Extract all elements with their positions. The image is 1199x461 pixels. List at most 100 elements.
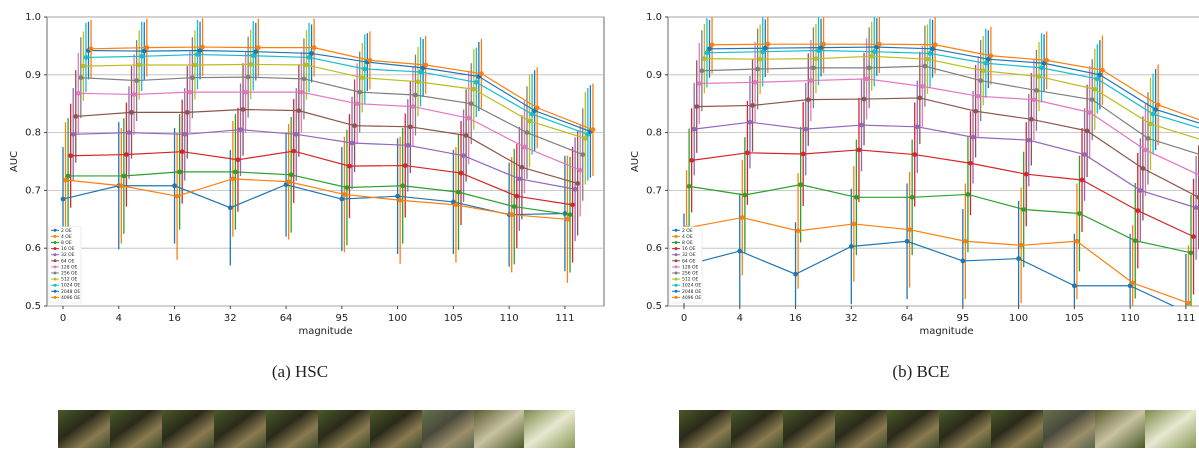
x-tick-label: 0 — [60, 313, 66, 324]
marker — [367, 57, 373, 63]
legend-label: 16 OE — [682, 246, 696, 252]
legend-marker — [53, 283, 57, 287]
marker — [912, 152, 918, 157]
legend-label: 8 OE — [682, 240, 693, 246]
marker — [567, 212, 573, 218]
marker — [1016, 256, 1022, 262]
series-line — [73, 129, 576, 190]
marker — [742, 192, 748, 198]
marker — [866, 65, 872, 71]
marker — [745, 150, 750, 156]
legend-marker — [53, 241, 57, 244]
series-line — [85, 53, 589, 135]
legend-marker — [53, 247, 57, 251]
marker — [352, 123, 357, 129]
marker — [861, 96, 867, 102]
marker — [78, 75, 84, 81]
series-line — [694, 121, 1197, 209]
marker — [402, 163, 408, 168]
plot-content — [60, 18, 596, 283]
marker — [854, 194, 859, 200]
legend-label: 1024 OE — [682, 283, 701, 289]
marker — [1079, 177, 1085, 183]
marker — [418, 69, 423, 75]
marker — [407, 124, 413, 130]
marker — [808, 78, 814, 83]
legend-marker — [674, 295, 678, 299]
marker — [570, 202, 575, 208]
marker — [248, 61, 254, 67]
marker — [298, 89, 304, 95]
marker — [121, 173, 127, 179]
marker — [765, 41, 771, 47]
legend-label: 32 OE — [682, 252, 696, 258]
legend-label: 4096 OE — [682, 295, 701, 301]
x-tick-label: 105 — [444, 313, 463, 324]
x-axis-label: magnitude — [919, 326, 973, 337]
y-tick-label: 0.9 — [646, 70, 662, 81]
y-tick-label: 0.6 — [25, 243, 41, 254]
marker — [1155, 102, 1161, 108]
series-line — [706, 49, 1199, 129]
marker — [463, 133, 469, 138]
series-line — [704, 55, 1199, 140]
marker — [980, 68, 986, 74]
marker — [70, 131, 76, 137]
marker — [179, 149, 185, 155]
marker — [919, 83, 925, 89]
marker — [1034, 88, 1039, 93]
marker — [461, 153, 466, 159]
marker — [172, 183, 177, 189]
marker — [63, 177, 68, 183]
legend-marker — [53, 271, 57, 275]
series-line — [709, 46, 1199, 124]
y-tick-label: 0.7 — [25, 185, 41, 196]
marker — [973, 108, 978, 114]
marker — [1143, 147, 1148, 153]
x-tick-label: 110 — [1121, 313, 1140, 324]
chart-panel: 0.5 0.6 0.7 0.8 0.9 1.0 0 4 16 32 64 95 100 105 110 111… — [630, 12, 1199, 381]
marker — [458, 170, 464, 176]
marker — [864, 76, 870, 82]
marker — [909, 194, 915, 200]
marker — [1044, 57, 1050, 63]
legend-label: 4 OE — [61, 234, 72, 240]
marker — [970, 134, 976, 140]
marker — [511, 204, 517, 209]
series-line — [70, 150, 573, 206]
marker — [577, 167, 583, 173]
marker — [189, 75, 195, 81]
x-tick-label: 16 — [789, 313, 802, 324]
legend-marker — [53, 253, 57, 257]
x-tick-label: 110 — [500, 313, 519, 324]
marker — [925, 56, 930, 62]
marker — [932, 42, 938, 48]
marker — [691, 126, 697, 132]
marker — [762, 45, 768, 51]
marker — [534, 105, 540, 111]
marker — [1023, 171, 1029, 177]
marker — [907, 227, 913, 233]
marker — [805, 97, 811, 103]
marker — [752, 79, 758, 85]
marker — [126, 130, 132, 136]
marker — [580, 152, 586, 157]
x-tick-label: 95 — [335, 313, 348, 324]
legend-label: 1024 OE — [61, 283, 80, 289]
marker — [423, 62, 429, 68]
legend-label: 8 OE — [61, 240, 72, 246]
marker — [182, 131, 188, 137]
marker — [1018, 242, 1024, 248]
marker — [250, 53, 256, 59]
x-tick-label: 32 — [224, 313, 237, 324]
series-line — [91, 46, 594, 131]
x-tick-label: 4 — [116, 313, 122, 324]
marker — [227, 205, 233, 211]
marker — [344, 185, 350, 190]
marker — [309, 51, 314, 56]
marker — [1193, 205, 1199, 211]
series-line — [686, 216, 1189, 304]
marker — [405, 142, 411, 148]
legend-label: 2 OE — [682, 228, 693, 234]
marker — [821, 41, 826, 47]
